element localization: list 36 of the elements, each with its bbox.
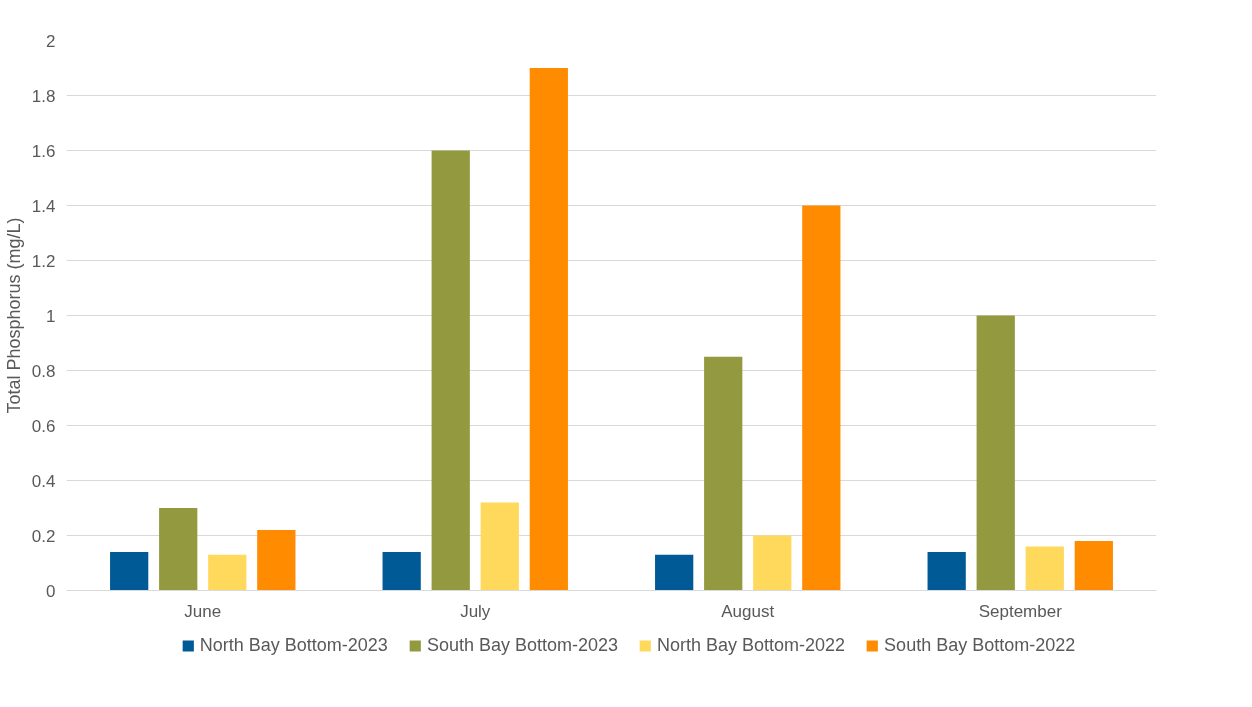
legend-label: North Bay Bottom-2023 (199, 634, 388, 656)
bar (159, 508, 198, 591)
bar (1074, 541, 1113, 591)
x-tick-label: August (721, 601, 775, 621)
y-tick-label: 0.6 (31, 416, 56, 436)
legend-label: North Bay Bottom-2022 (657, 634, 846, 656)
bar (1025, 546, 1064, 591)
bar (382, 552, 421, 591)
bar (753, 535, 792, 591)
y-tick-label: 0.2 (31, 526, 56, 546)
x-tick-label: June (184, 601, 222, 621)
bar (208, 554, 247, 591)
y-tick-label: 1.4 (31, 196, 56, 216)
x-tick-label: September (978, 601, 1063, 621)
y-tick-label: 2 (46, 31, 56, 51)
bar (704, 356, 743, 591)
x-tick-label: July (460, 601, 491, 621)
y-tick-label: 1.8 (31, 86, 56, 106)
y-tick-label: 1.6 (31, 141, 56, 161)
bar (802, 205, 841, 591)
y-tick-label: 0.4 (31, 471, 56, 491)
bar (976, 315, 1015, 591)
y-axis-title: Total Phosphorus (mg/L) (3, 217, 24, 414)
y-tick-label: 0 (46, 581, 56, 601)
y-tick-label: 0.8 (31, 361, 56, 381)
legend-label: South Bay Bottom-2022 (884, 634, 1076, 656)
bar (655, 554, 694, 591)
y-tick-label: 1 (46, 306, 56, 326)
bar (529, 68, 568, 591)
bar (431, 150, 470, 591)
bar (480, 502, 519, 591)
bar (927, 552, 966, 591)
bar (257, 530, 296, 591)
legend-label: South Bay Bottom-2023 (426, 634, 618, 656)
bar (110, 552, 149, 591)
y-tick-label: 1.2 (31, 251, 56, 271)
